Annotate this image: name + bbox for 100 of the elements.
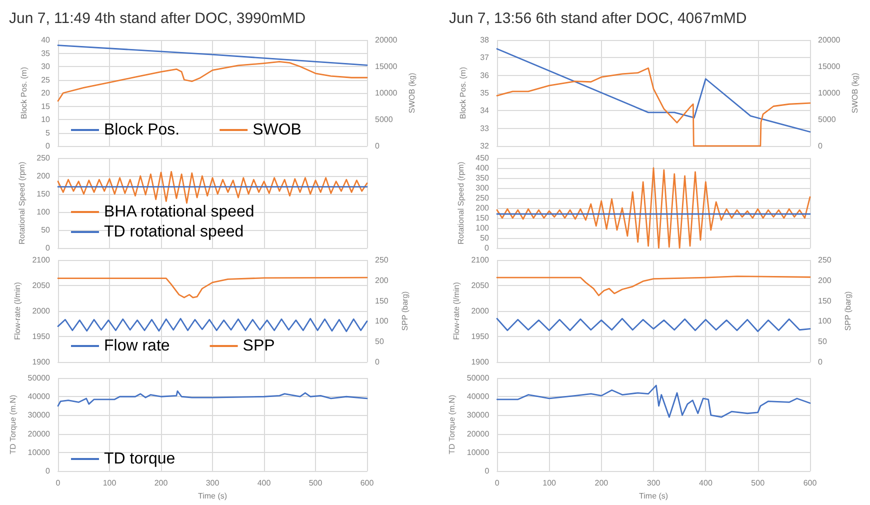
y2-tick-label: 0 xyxy=(818,142,823,150)
line-series xyxy=(57,61,368,102)
legend-label: BHA rotational speed xyxy=(104,204,254,220)
y-tick-label: 100 xyxy=(36,208,51,216)
y2-tick-label: 50 xyxy=(375,337,384,346)
y2-tick-label: 0 xyxy=(375,142,380,150)
y2-tick-label: 20000 xyxy=(375,36,398,44)
y-tick-label: 50 xyxy=(480,234,490,242)
line-series xyxy=(57,170,368,204)
y2-tick-label: 0 xyxy=(375,358,380,366)
chart-title: Jun 7, 11:49 4th stand after DOC, 3990mMD xyxy=(9,10,306,27)
y-tick-label: 1900 xyxy=(32,358,51,366)
chart-title: Jun 7, 13:56 6th stand after DOC, 4067mMD xyxy=(449,10,747,27)
y-tick-label: 50000 xyxy=(28,374,51,382)
y-tick-label: 250 xyxy=(36,154,51,162)
y-tick-label: 2100 xyxy=(32,256,51,264)
y-tick-label: 350 xyxy=(476,174,490,182)
y2-tick-label: 5000 xyxy=(818,115,836,124)
y-tick-label: 300 xyxy=(476,184,490,192)
y-tick-label: 50 xyxy=(41,226,51,234)
y-axis-title: Rotational Speed (rpm) xyxy=(456,161,466,244)
x-tick-label: 0 xyxy=(56,478,61,488)
y2-tick-label: 100 xyxy=(818,316,832,326)
y-tick-label: 35 xyxy=(480,88,490,98)
y2-tick-label: 150 xyxy=(375,296,389,306)
x-tick-label: 400 xyxy=(699,478,713,488)
x-tick-label: 0 xyxy=(494,478,500,488)
y-tick-label: 200 xyxy=(476,204,490,212)
x-axis-title: Time (s) xyxy=(639,492,668,500)
y2-tick-label: 150 xyxy=(818,296,832,306)
y2-tick-label: 50 xyxy=(818,337,828,346)
line-series xyxy=(496,384,811,418)
y-tick-label: 30000 xyxy=(466,410,490,420)
y-tick-label: 20 xyxy=(41,88,51,98)
x-tick-label: 100 xyxy=(542,478,557,488)
y-axis-title: TD Torque (m.N) xyxy=(448,394,456,454)
x-tick-label: 100 xyxy=(102,478,117,488)
y2-tick-label: 200 xyxy=(375,276,389,285)
y-tick-label: 33 xyxy=(480,124,490,133)
y-axis-title: Rotational Speed (rpm) xyxy=(17,161,26,244)
x-tick-label: 200 xyxy=(154,478,168,488)
x-tick-label: 500 xyxy=(308,478,323,488)
y-tick-label: 30 xyxy=(41,62,51,71)
x-tick-label: 500 xyxy=(751,478,766,488)
y-axis-title: Flow-rate (l/min) xyxy=(452,282,461,340)
x-tick-label: 600 xyxy=(360,478,374,488)
y-axis-title: Block Pos. (m) xyxy=(20,66,28,120)
y-tick-label: 15 xyxy=(41,102,51,111)
legend-label: TD torque xyxy=(104,450,176,468)
y-tick-label: 2050 xyxy=(471,281,490,290)
y-tick-label: 1950 xyxy=(32,332,51,341)
y2-tick-label: 250 xyxy=(818,256,832,264)
y-axis-title: Block Pos. (m) xyxy=(458,66,468,120)
y-tick-label: 40000 xyxy=(28,392,51,402)
y-tick-label: 38 xyxy=(480,36,490,44)
y-tick-label: 0 xyxy=(46,466,51,476)
y2-tick-label: 15000 xyxy=(818,62,841,71)
line-series xyxy=(57,318,368,332)
y2-tick-label: 100 xyxy=(375,316,389,326)
y-tick-label: 2100 xyxy=(471,256,490,264)
y2-tick-label: 20000 xyxy=(818,36,841,44)
y-tick-label: 1900 xyxy=(471,358,490,366)
y-tick-label: 32 xyxy=(480,142,490,150)
y-tick-label: 2000 xyxy=(471,306,490,316)
y-tick-label: 25 xyxy=(41,75,51,84)
y-tick-label: 40000 xyxy=(466,392,490,402)
y2-axis-title: SWOB (kg) xyxy=(850,72,860,114)
y-tick-label: 34 xyxy=(480,106,490,116)
x-axis-title: Time (s) xyxy=(198,492,228,500)
x-tick-label: 600 xyxy=(803,478,818,488)
y-axis-title: Flow-rate (l/min) xyxy=(12,282,22,340)
legend-label: TD rotational speed xyxy=(104,224,244,240)
y-tick-label: 20000 xyxy=(28,429,51,438)
y2-tick-label: 10000 xyxy=(375,88,398,98)
line-series xyxy=(57,276,368,298)
y-tick-label: 20000 xyxy=(466,429,490,438)
y-tick-label: 10000 xyxy=(466,448,490,457)
y-tick-label: 2050 xyxy=(32,281,51,290)
y-tick-label: 37 xyxy=(480,53,490,62)
y-tick-label: 5 xyxy=(46,128,51,138)
legend-label: SWOB xyxy=(252,122,302,138)
y-tick-label: 450 xyxy=(476,154,490,162)
y2-axis-title: SPP (barg) xyxy=(400,290,410,331)
y-tick-label: 100 xyxy=(476,224,490,232)
y-tick-label: 0 xyxy=(484,466,490,476)
y-tick-label: 150 xyxy=(476,214,490,222)
y-tick-label: 0 xyxy=(484,244,490,252)
x-tick-label: 200 xyxy=(594,478,609,488)
legend-label: SPP xyxy=(242,338,275,354)
y-tick-label: 10 xyxy=(41,115,51,124)
y-tick-label: 1950 xyxy=(471,332,490,341)
y2-axis-title: SPP (barg) xyxy=(844,290,852,331)
legend-label: Flow rate xyxy=(104,338,170,354)
y2-tick-label: 200 xyxy=(818,276,832,285)
x-tick-label: 400 xyxy=(257,478,272,488)
y-tick-label: 150 xyxy=(36,190,51,198)
y2-tick-label: 10000 xyxy=(818,88,841,98)
y-tick-label: 50000 xyxy=(466,374,490,382)
y2-tick-label: 0 xyxy=(818,358,823,366)
y-tick-label: 250 xyxy=(476,194,490,202)
